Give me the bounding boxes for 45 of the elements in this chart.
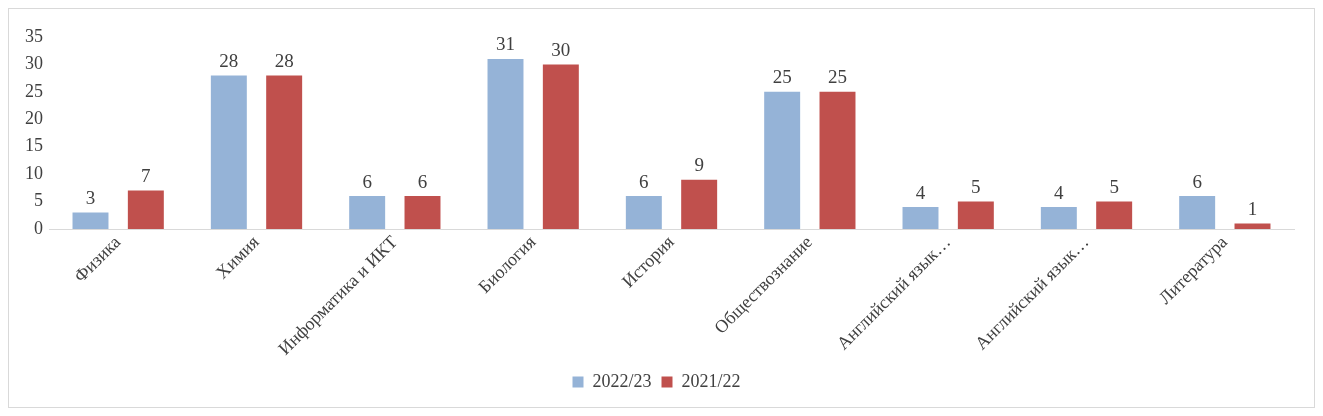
bar [957, 201, 994, 230]
data-label: 6 [417, 170, 428, 192]
data-label: 6 [362, 170, 372, 192]
data-label: 5 [971, 176, 981, 198]
data-label: 28 [274, 49, 294, 71]
bar [681, 179, 718, 230]
data-label: 31 [496, 33, 515, 55]
y-tick-label: 20 [25, 108, 43, 129]
y-tick-label: 0 [34, 217, 43, 238]
bar [404, 196, 441, 230]
bar [819, 91, 856, 230]
legend-label: 2021/22 [681, 370, 741, 391]
data-label: 28 [219, 49, 239, 71]
data-label: 1 [1247, 198, 1258, 220]
bar [72, 212, 109, 230]
bar [542, 64, 579, 230]
bar [349, 196, 386, 230]
data-label: 4 [915, 181, 926, 203]
bar [1096, 201, 1133, 230]
data-label: 3 [85, 187, 96, 209]
bar [902, 207, 939, 230]
y-tick-label: 30 [25, 53, 43, 74]
data-label: 5 [1109, 176, 1119, 198]
data-label: 9 [694, 154, 704, 176]
bar [1040, 207, 1077, 230]
data-label: 6 [639, 170, 649, 192]
data-label: 25 [828, 66, 847, 88]
y-tick-label: 10 [25, 162, 43, 183]
data-label: 4 [1054, 181, 1065, 203]
bar [625, 196, 662, 230]
data-label: 30 [551, 38, 571, 60]
y-tick-label: 35 [25, 25, 43, 46]
bar [210, 75, 247, 230]
y-tick-label: 15 [25, 135, 43, 156]
bar [764, 91, 801, 230]
legend-label: 2022/23 [592, 370, 652, 391]
y-tick-label: 5 [34, 190, 43, 211]
bar [1179, 196, 1216, 230]
y-tick-label: 25 [25, 80, 43, 101]
bar [487, 58, 524, 230]
bar [266, 75, 303, 230]
data-label: 6 [1192, 170, 1202, 192]
data-label: 7 [141, 165, 151, 187]
data-label: 25 [772, 66, 792, 88]
bar [127, 190, 164, 230]
